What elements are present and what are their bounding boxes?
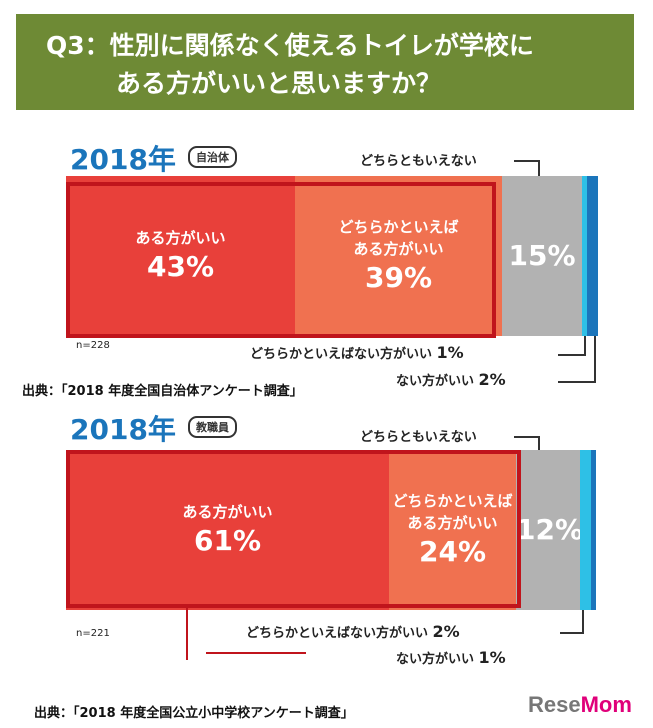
chart-1-segment-2: どちらかといえば ある方がいい 39%	[295, 176, 502, 336]
chart-2-leader-neutral	[514, 436, 540, 462]
chart-1-label-rather-no: どちらかといえばない方がいい 1%	[250, 343, 464, 362]
chart-2-cropped-line	[186, 606, 188, 660]
chart-1-label-no: ない方がいい 2%	[396, 370, 506, 389]
chart-1-segment-2-label-line1: どちらかといえば	[338, 218, 459, 236]
chart-1-group-tag: 自治体	[188, 146, 237, 168]
title-line-1: Q3：性別に関係なく使えるトイレが学校に	[46, 31, 534, 60]
chart-1-segment-5	[587, 176, 598, 336]
chart-1-label-neutral: どちらともいえない	[360, 154, 477, 169]
chart-2-cropped-box	[206, 652, 306, 680]
chart-1-segment-1: ある方がいい 43%	[66, 176, 295, 336]
chart-2-segment-2-label-line2: ある方がいい	[407, 514, 498, 532]
resemom-logo: ReseMom	[528, 692, 632, 717]
chart-1-segment-1-label: ある方がいい	[135, 229, 226, 247]
chart-1-segment-4	[582, 176, 587, 336]
chart-1-segment-2-value: 39%	[364, 261, 433, 294]
chart-2-group-tag: 教職員	[188, 416, 237, 438]
chart-1-bar: ある方がいい 43% どちらかといえば ある方がいい 39% 15%	[66, 176, 598, 336]
chart-2-label-no: ない方がいい 1%	[396, 648, 506, 667]
chart-2-segment-1-label: ある方がいい	[182, 503, 273, 521]
chart-2-year: 2018年	[70, 413, 176, 446]
chart-2-segment-2: どちらかといえば ある方がいい 24%	[389, 450, 516, 610]
chart-2-bar: ある方がいい 61% どちらかといえば ある方がいい 24% 12%	[66, 450, 596, 610]
title-line-2: ある方がいいと思いますか？	[116, 69, 442, 98]
chart-2-sample-size: n=221	[76, 628, 110, 639]
chart-2-segment-1: ある方がいい 61%	[66, 450, 389, 610]
title-banner: Q3：性別に関係なく使えるトイレが学校に ある方がいいと思いますか？	[16, 14, 634, 110]
chart-2-label-rather-no: どちらかといえばない方がいい 2%	[246, 622, 460, 641]
chart-2-segment-2-value: 24%	[418, 535, 487, 568]
chart-2-segment-5	[591, 450, 596, 610]
chart-2-segment-3-value: 12%	[516, 513, 584, 546]
chart-1-segment-2-label-line2: ある方がいい	[353, 240, 444, 258]
chart-1-source: 出典：「2018 年度全国自治体アンケート調査」	[22, 384, 303, 399]
chart-2-segment-1-value: 61%	[193, 524, 262, 557]
chart-1-leader-no	[558, 336, 596, 383]
chart-2-source: 出典：「2018 年度全国公立小中学校アンケート調査」	[34, 706, 354, 721]
chart-2-value-no: 1%	[478, 648, 506, 667]
chart-2-segment-2-label-line1: どちらかといえば	[392, 492, 513, 510]
chart-2-value-rather-no: 2%	[432, 622, 460, 641]
chart-1-leader-rather-no	[558, 336, 586, 356]
chart-1-segment-3: 15%	[502, 176, 582, 336]
chart-1-segment-3-value: 15%	[508, 239, 576, 272]
chart-1-segment-1-value: 43%	[146, 250, 215, 283]
chart-2-segment-3: 12%	[516, 450, 584, 610]
chart-2-label-neutral: どちらともいえない	[360, 430, 477, 445]
chart-1-value-no: 2%	[478, 370, 506, 389]
chart-1-sample-size: n=228	[76, 340, 110, 351]
chart-2-leader-rather-no	[560, 610, 584, 634]
chart-1-value-rather-no: 1%	[436, 343, 464, 362]
chart-1-year: 2018年	[70, 143, 176, 176]
chart-2-segment-4	[580, 450, 591, 610]
